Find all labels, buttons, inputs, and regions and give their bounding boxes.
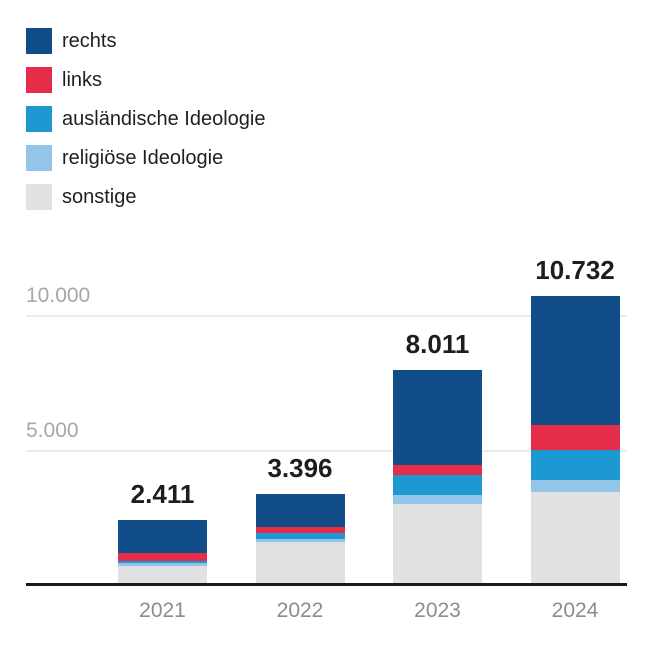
- bar-segment-sonstige-2022[interactable]: [255, 541, 345, 585]
- legend-swatch-links: [26, 67, 52, 93]
- x-tick-label-2024: 2024: [551, 599, 599, 622]
- gridline-10000: [26, 315, 627, 317]
- x-axis-line: [26, 583, 627, 586]
- legend-swatch-rechts: [26, 28, 52, 54]
- bar-total-label-2022: 3.396: [267, 452, 333, 483]
- legend-label: sonstige: [62, 186, 137, 208]
- legend-item-religiöse-ideologie[interactable]: religiöse Ideologie: [26, 145, 266, 171]
- bar-segment-rechts-2023[interactable]: [393, 369, 482, 466]
- bar-segment-links-2022[interactable]: [255, 527, 345, 534]
- legend-item-sonstige[interactable]: sonstige: [26, 184, 266, 210]
- bar-total-label-2021: 2.411: [130, 479, 195, 510]
- legend-label: religiöse Ideologie: [62, 147, 224, 169]
- legend-item-links[interactable]: links: [26, 67, 266, 93]
- bar-segment-religiöse-ideologie-2022[interactable]: [255, 539, 345, 542]
- x-tick-label-2021: 2021: [139, 599, 186, 622]
- bar-total-label-2024: 10.732: [535, 255, 615, 286]
- bar-segment-ausländische-ideologie-2021[interactable]: [118, 560, 207, 564]
- bar-segment-sonstige-2023[interactable]: [393, 503, 482, 585]
- legend-label: ausländische Ideologie: [62, 108, 266, 130]
- y-tick-label-5000: 5.000: [26, 418, 79, 442]
- bar-segment-rechts-2021[interactable]: [118, 520, 207, 553]
- bar-segment-sonstige-2021[interactable]: [118, 566, 207, 585]
- bar-segment-ausländische-ideologie-2023[interactable]: [393, 475, 482, 496]
- legend-label: rechts: [62, 30, 117, 52]
- legend-label: links: [62, 69, 103, 91]
- bar-segment-rechts-2022[interactable]: [255, 493, 345, 527]
- bar-segment-religiöse-ideologie-2023[interactable]: [393, 495, 482, 504]
- bar-segment-rechts-2024[interactable]: [530, 296, 620, 426]
- legend-swatch-religiöse-ideologie: [26, 145, 52, 171]
- y-tick-label-10000: 10.000: [26, 284, 91, 307]
- bar-segment-ausländische-ideologie-2024[interactable]: [530, 449, 620, 480]
- legend: rechts links ausländische Ideologie religiö…: [26, 28, 266, 223]
- bar-segment-religiöse-ideologie-2021[interactable]: [118, 563, 207, 567]
- bar-total-label-2023: 8.011: [405, 328, 470, 359]
- bar-segment-links-2024[interactable]: [530, 425, 620, 450]
- x-tick-label-2022: 2022: [276, 599, 324, 622]
- gridline-5000: [26, 449, 627, 452]
- bar-segment-links-2023[interactable]: [393, 465, 482, 476]
- bar-segment-sonstige-2024[interactable]: [530, 491, 620, 585]
- legend-swatch-sonstige: [26, 184, 52, 210]
- x-tick-label-2023: 2023: [414, 599, 461, 622]
- bar-segment-religiöse-ideologie-2024[interactable]: [530, 479, 620, 492]
- bar-segment-links-2021[interactable]: [118, 552, 207, 561]
- legend-item-ausländische-ideologie[interactable]: ausländische Ideologie: [26, 106, 266, 132]
- bar-segment-ausländische-ideologie-2022[interactable]: [255, 533, 345, 540]
- legend-swatch-ausländische-ideologie: [26, 106, 52, 132]
- legend-item-rechts[interactable]: rechts: [26, 28, 266, 54]
